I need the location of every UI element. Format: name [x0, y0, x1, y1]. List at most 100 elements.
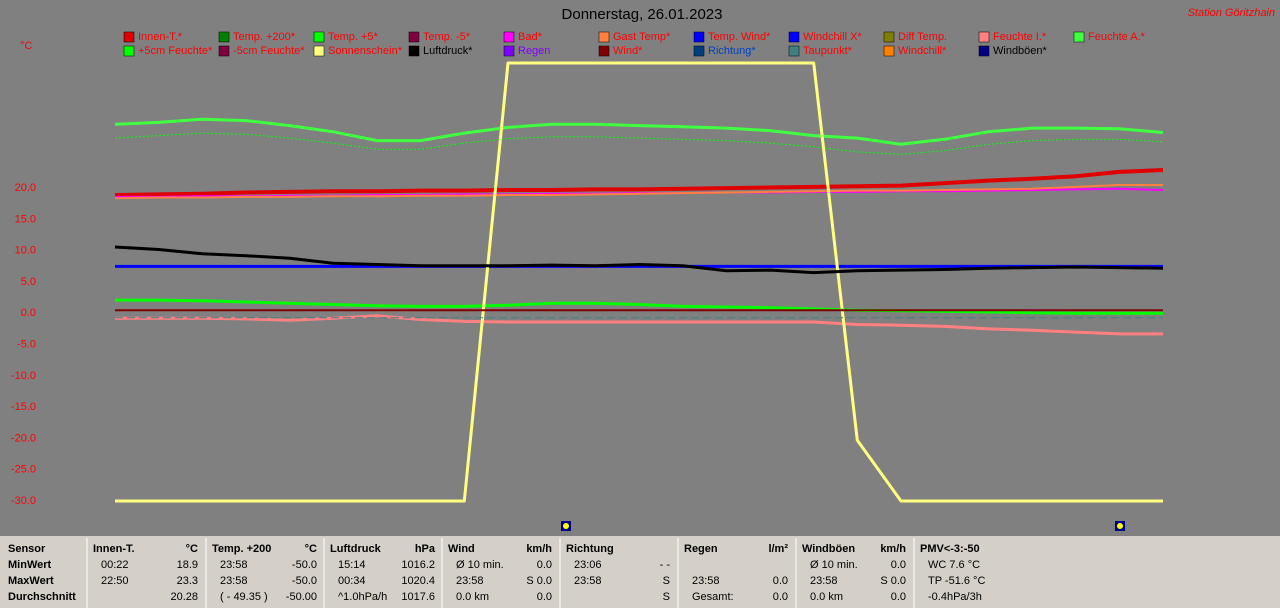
legend-swatch: [313, 45, 325, 57]
y-tick-label: 0.0: [21, 307, 36, 319]
column-unit: °C: [186, 543, 198, 555]
legend-swatch: [503, 45, 515, 57]
legend-label: Sonnenschein*: [328, 45, 403, 57]
cell: ( - 49.35 ): [220, 591, 268, 603]
y-tick-label: 20.0: [15, 182, 36, 194]
legend-swatch: [313, 31, 325, 43]
series-line: [115, 298, 1163, 315]
legend-label: Feuchte I.*: [993, 31, 1047, 43]
column-unit: l/m²: [768, 543, 788, 555]
cell: ^1.0hPa/h: [338, 591, 387, 603]
cell: 1017.6: [401, 591, 435, 603]
legend-swatch: [693, 45, 705, 57]
y-tick-label: 10.0: [15, 245, 36, 257]
cell: 23:58: [220, 559, 248, 571]
cell: TP -51.6 °C: [928, 575, 985, 587]
cell: S: [663, 591, 670, 603]
cell: 00:22: [101, 559, 129, 571]
cell: WC 7.6 °C: [928, 559, 980, 571]
legend-swatch: [218, 31, 230, 43]
legend-swatch: [598, 45, 610, 57]
y-tick-label: -10.0: [11, 370, 36, 382]
cell: 22:50: [101, 575, 129, 587]
cell: 20.28: [170, 591, 198, 603]
legend-label: Temp. -5*: [423, 31, 471, 43]
series-line: [115, 314, 1163, 336]
legend-label: Regen: [518, 45, 550, 57]
cell: 0.0: [773, 575, 788, 587]
cell: 23.3: [177, 575, 198, 587]
legend-swatch: [598, 31, 610, 43]
y-tick-label: -25.0: [11, 464, 36, 476]
legend-label: +5cm Feuchte*: [138, 45, 213, 57]
marker-icon: [1115, 521, 1125, 531]
column-header: PMV<-3:-50: [920, 543, 980, 555]
y-tick-label: -5.0: [17, 338, 36, 350]
legend-swatch: [788, 31, 800, 43]
cell: 15:14: [338, 559, 366, 571]
cell: -0.4hPa/3h: [928, 591, 982, 603]
cell: 0.0: [537, 591, 552, 603]
column-header: Luftdruck: [330, 543, 382, 555]
legend-swatch: [883, 31, 895, 43]
cell: -50.0: [292, 559, 317, 571]
column-header: Sensor: [8, 543, 46, 555]
legend-swatch: [693, 31, 705, 43]
cell: 0.0: [891, 559, 906, 571]
series-line: [114, 132, 1164, 155]
column-header: Temp. +200: [212, 543, 271, 555]
cell: MaxWert: [8, 575, 54, 587]
legend-swatch: [503, 31, 515, 43]
column-header: Wind: [448, 543, 475, 555]
legend-swatch: [883, 45, 895, 57]
series-line: [114, 184, 1163, 200]
cell: -50.0: [292, 575, 317, 587]
cell: 0.0 km: [810, 591, 843, 603]
legend-swatch: [1073, 31, 1085, 43]
cell: 23:58: [574, 575, 602, 587]
cell: 23:58: [692, 575, 720, 587]
cell: 0.0: [773, 591, 788, 603]
legend-swatch: [123, 45, 135, 57]
cell: 0.0 km: [456, 591, 489, 603]
legend-label: Taupunkt*: [803, 45, 853, 57]
cell: 00:34: [338, 575, 366, 587]
legend-swatch: [218, 45, 230, 57]
chart-title: Donnerstag, 26.01.2023: [562, 6, 723, 23]
cell: Ø 10 min.: [810, 559, 858, 571]
legend-label: -5cm Feuchte*: [233, 45, 305, 57]
y-tick-label: 5.0: [21, 276, 36, 288]
cell: S 0.0: [880, 575, 906, 587]
cell: 1016.2: [401, 559, 435, 571]
y-unit: °C: [20, 40, 32, 52]
legend-swatch: [978, 31, 990, 43]
legend-label: Richtung*: [708, 45, 756, 57]
legend-label: Diff Temp.: [898, 31, 947, 43]
legend-swatch: [788, 45, 800, 57]
column-unit: hPa: [415, 543, 436, 555]
legend-swatch: [123, 31, 135, 43]
legend-label: Luftdruck*: [423, 45, 473, 57]
column-unit: km/h: [880, 543, 906, 555]
legend-label: Feuchte A.*: [1088, 31, 1146, 43]
legend-label: Windchill*: [898, 45, 947, 57]
legend-swatch: [408, 45, 420, 57]
cell: Gesamt:: [692, 591, 734, 603]
cell: 1020.4: [401, 575, 435, 587]
stats-panel: [0, 536, 1280, 608]
column-unit: °C: [305, 543, 317, 555]
cell: S 0.0: [526, 575, 552, 587]
station-name: Station Göritzhain: [1188, 7, 1275, 19]
series-line: [114, 117, 1164, 146]
y-tick-label: -15.0: [11, 401, 36, 413]
series-line: [114, 168, 1164, 197]
column-header: Richtung: [566, 543, 614, 555]
cell: MinWert: [8, 559, 52, 571]
legend-label: Windchill X*: [803, 31, 862, 43]
cell: 0.0: [891, 591, 906, 603]
column-header: Innen-T.: [93, 543, 135, 555]
cell: 23:06: [574, 559, 602, 571]
legend-label: Gast Temp*: [613, 31, 671, 43]
